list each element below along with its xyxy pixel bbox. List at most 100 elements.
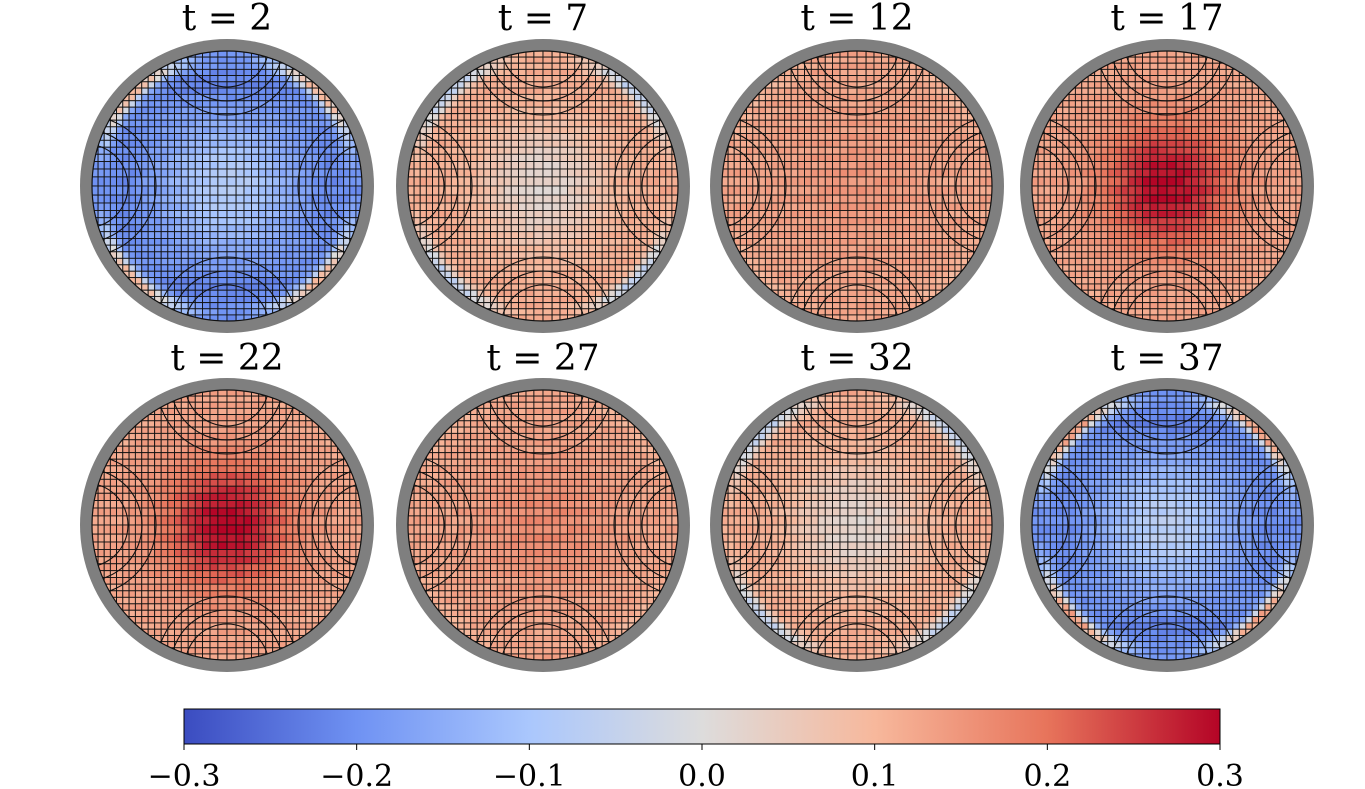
grid-cell [856,176,867,187]
grid-cell [646,238,654,246]
grid-cell [935,277,943,285]
grid-cell [496,231,505,239]
grid-cell [909,264,917,272]
grid-cell [217,210,228,219]
grid-cell [1062,133,1070,141]
grid-cell [542,100,553,108]
grid-cell [581,100,590,108]
grid-cell [1134,176,1143,187]
grid-cell [413,210,421,219]
grid-cell [510,81,519,89]
grid-cell [141,87,149,95]
grid-cell [285,93,294,102]
grid-cell [285,257,294,266]
grid-cell [881,81,890,89]
grid-cell [966,238,975,246]
grid-cell [490,185,498,196]
grid-cell [784,217,792,226]
grid-cell [194,153,203,162]
grid-cell [160,168,169,178]
grid-cell [463,119,472,128]
grid-cell [1134,153,1143,162]
grid-cell [235,264,245,272]
grid-cell [187,146,196,155]
grid-cell [567,133,576,141]
grid-cell [167,75,175,83]
grid-cell [226,194,237,204]
grid-cell [147,251,156,259]
grid-cell [279,257,287,266]
grid-cell [483,139,491,148]
grid-cell [832,113,841,121]
grid-cell [973,161,981,170]
grid-cell [634,264,642,272]
grid-cell [888,251,897,259]
grid-cell [1100,270,1109,279]
grid-cell [817,231,826,239]
grid-cell [784,283,792,291]
grid-cell [525,139,535,148]
grid-cell [771,224,779,233]
grid-cell [574,146,583,155]
grid-cell [1114,133,1122,141]
grid-cell [771,93,779,102]
grid-cell [235,146,245,155]
grid-cell [1037,210,1045,219]
grid-cell [1114,231,1122,239]
grid-cell [784,224,792,233]
grid-cell [608,277,616,285]
grid-cell [960,251,968,259]
grid-cell [1175,119,1185,128]
grid-cell [935,202,943,211]
grid-cell [595,146,603,155]
grid-cell [832,139,841,148]
grid-cell [305,277,313,285]
grid-cell [470,231,478,239]
grid-cell [551,168,561,178]
panel-border [91,50,363,322]
grid-cell [109,176,118,187]
grid-cell [279,202,287,211]
grid-cell [839,308,849,316]
grid-cell [510,119,519,128]
grid-cell [128,119,136,128]
grid-cell [1142,153,1151,162]
grid-cell [797,75,805,83]
grid-cell [764,257,773,266]
grid-cell [134,126,143,134]
grid-cell [608,231,616,239]
grid-cell [777,106,786,115]
grid-cell [1127,126,1136,134]
grid-cell [490,283,498,291]
grid-cell [444,231,452,239]
grid-cell [1157,161,1168,170]
grid-cell [559,277,568,285]
grid-cell [922,244,930,253]
grid-cell [856,75,867,83]
grid-cell [915,238,924,246]
grid-cell [194,100,203,108]
grid-cell [1166,75,1177,83]
grid-cell [771,185,779,196]
grid-cell [665,210,673,219]
grid-cell [1127,75,1136,83]
grid-cell [567,146,576,155]
grid-cell [209,68,219,77]
grid-cell [503,185,512,196]
grid-cell [1134,119,1143,128]
grid-cell [305,81,313,89]
grid-cell [1068,100,1076,108]
grid-cell [817,202,826,211]
grid-cell [122,100,130,108]
grid-cell [601,257,610,266]
grid-cell [128,133,136,141]
grid-cell [817,289,826,297]
grid-cell [1074,119,1083,128]
grid-cell [559,168,568,178]
grid-cell [413,202,421,211]
grid-cell [279,106,287,115]
grid-cell [1074,100,1083,108]
grid-cell [209,133,219,141]
grid-cell [1087,244,1096,253]
grid-cell [330,194,338,204]
